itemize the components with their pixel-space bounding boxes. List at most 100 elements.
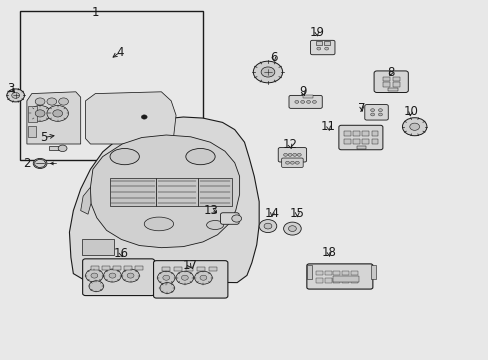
Circle shape (194, 271, 212, 284)
Circle shape (122, 269, 139, 282)
Bar (28, 106, 37, 122)
Text: 11: 11 (321, 120, 335, 133)
Circle shape (370, 109, 374, 112)
Bar (124, 266, 132, 270)
FancyBboxPatch shape (364, 104, 387, 120)
Circle shape (181, 275, 188, 280)
Circle shape (283, 153, 287, 156)
Bar (156, 178, 198, 206)
Text: 6: 6 (269, 51, 277, 64)
Text: 2: 2 (23, 157, 31, 170)
Circle shape (409, 123, 419, 130)
Ellipse shape (110, 149, 139, 165)
Bar (350, 278, 357, 283)
Circle shape (176, 271, 193, 284)
Bar (324, 278, 331, 283)
Polygon shape (81, 187, 91, 214)
Bar (315, 271, 322, 275)
Circle shape (200, 275, 206, 280)
Circle shape (324, 47, 328, 50)
Circle shape (127, 273, 134, 278)
Circle shape (264, 223, 271, 229)
Text: 3: 3 (7, 82, 15, 95)
Circle shape (12, 93, 20, 98)
Circle shape (53, 110, 62, 117)
Bar (362, 131, 368, 136)
Bar (91, 266, 99, 270)
Circle shape (316, 47, 320, 50)
Bar (20, 11, 203, 160)
Bar (323, 41, 329, 45)
Polygon shape (69, 117, 259, 283)
Text: 7: 7 (357, 102, 365, 114)
Circle shape (402, 118, 426, 136)
Circle shape (285, 161, 289, 164)
Text: 18: 18 (321, 246, 336, 259)
Bar (387, 88, 397, 91)
Text: 5: 5 (40, 131, 48, 144)
Circle shape (283, 222, 301, 235)
Bar (135, 266, 143, 270)
Text: 4: 4 (116, 46, 123, 59)
Bar (102, 266, 110, 270)
Text: 9: 9 (299, 85, 306, 98)
Bar (333, 271, 340, 275)
Text: 17: 17 (182, 259, 197, 272)
Circle shape (85, 269, 103, 282)
FancyBboxPatch shape (310, 40, 334, 55)
Circle shape (103, 269, 121, 282)
Text: 16: 16 (114, 247, 128, 260)
Circle shape (370, 113, 374, 116)
Bar (185, 267, 193, 271)
FancyBboxPatch shape (338, 125, 382, 150)
Text: 12: 12 (282, 138, 297, 151)
Circle shape (259, 220, 276, 233)
Circle shape (35, 110, 45, 117)
Circle shape (312, 100, 316, 103)
Bar (82, 239, 114, 255)
Bar (49, 146, 62, 150)
Bar (352, 139, 359, 144)
Ellipse shape (185, 149, 215, 165)
Bar (110, 178, 156, 206)
Text: 13: 13 (203, 204, 218, 217)
Bar (370, 265, 375, 279)
Text: 8: 8 (386, 66, 394, 78)
Bar (382, 82, 389, 87)
FancyBboxPatch shape (82, 259, 154, 296)
Polygon shape (35, 159, 46, 168)
Bar (352, 131, 359, 136)
Circle shape (58, 145, 67, 152)
Text: 1: 1 (91, 6, 99, 19)
Circle shape (294, 100, 298, 103)
Circle shape (287, 153, 291, 156)
Ellipse shape (144, 217, 173, 231)
Circle shape (288, 226, 296, 231)
Bar (208, 267, 216, 271)
Bar (28, 126, 36, 137)
Circle shape (91, 273, 98, 278)
Circle shape (261, 67, 274, 77)
Text: 10: 10 (403, 105, 417, 118)
Polygon shape (85, 92, 176, 144)
Bar (371, 131, 378, 136)
Ellipse shape (206, 220, 223, 230)
Polygon shape (90, 135, 239, 248)
Circle shape (231, 215, 241, 222)
Bar (162, 267, 170, 271)
Circle shape (297, 153, 301, 156)
Bar (324, 271, 331, 275)
Bar (392, 82, 399, 87)
Bar (362, 139, 368, 144)
Circle shape (160, 283, 174, 293)
Bar (382, 77, 389, 81)
Circle shape (33, 158, 47, 168)
Bar (342, 278, 348, 283)
Bar (350, 271, 357, 275)
Bar (342, 271, 348, 275)
Circle shape (35, 98, 45, 105)
Text: 15: 15 (289, 207, 304, 220)
FancyBboxPatch shape (306, 264, 372, 289)
Circle shape (163, 275, 169, 280)
Bar (113, 266, 121, 270)
